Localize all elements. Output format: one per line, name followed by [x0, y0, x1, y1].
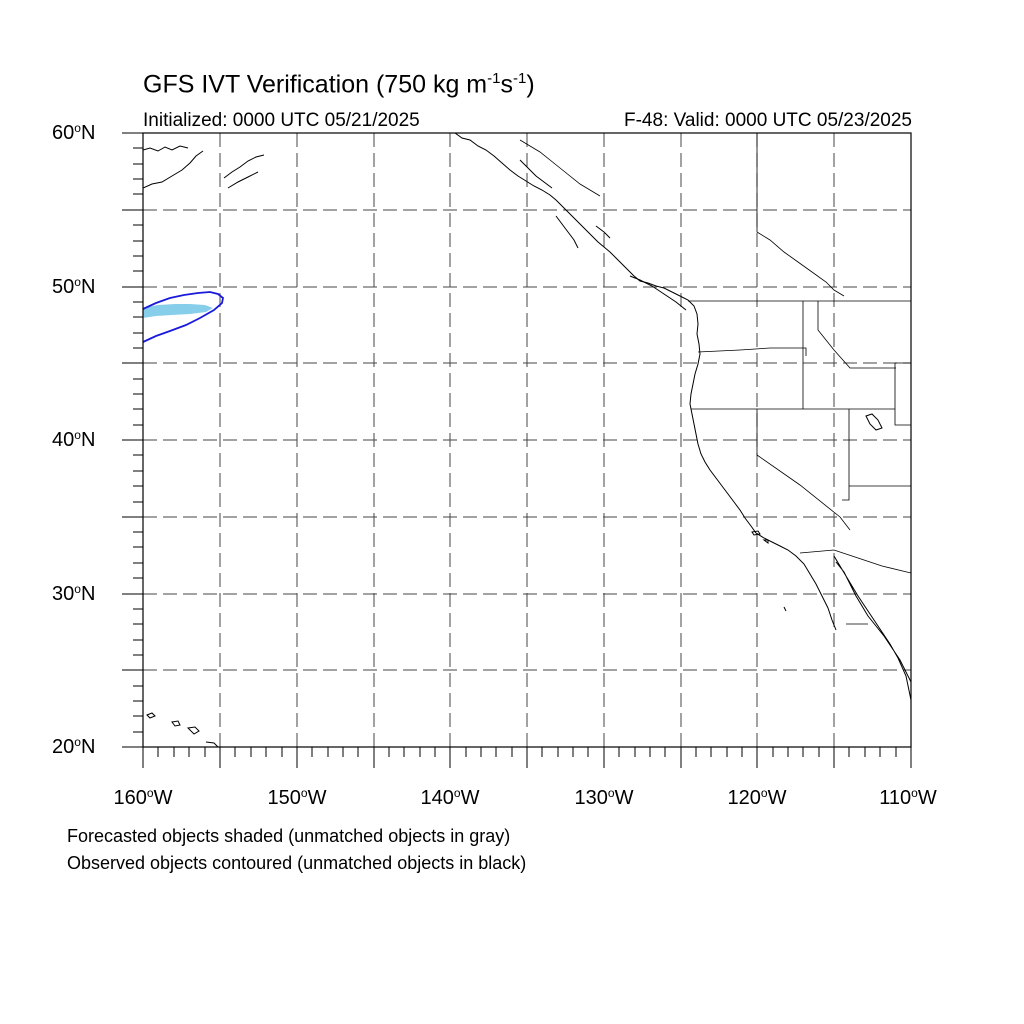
lat-label-50n: 50oN	[52, 275, 96, 298]
map-title: GFS IVT Verification (750 kg m-1s-1)	[143, 70, 535, 99]
lon-label-130w: 130oW	[574, 786, 634, 809]
lake-great-salt	[865, 413, 883, 431]
boundary-nv-ut	[842, 409, 850, 501]
coastline-north-america	[454, 133, 837, 631]
observed-object-contour	[142, 291, 224, 343]
boundary-us-mexico	[799, 549, 911, 574]
lat-label-30n: 30oN	[52, 582, 96, 605]
coastline-baja-sonora	[833, 555, 911, 701]
lon-label-140w: 140oW	[420, 786, 480, 809]
boundary-idaho	[802, 301, 896, 409]
lon-label-150w: 150oW	[267, 786, 327, 809]
caption-forecast: Forecasted objects shaded (unmatched obj…	[67, 826, 511, 846]
lon-label-160w: 160oW	[113, 786, 173, 809]
initialized-time: Initialized: 0000 UTC 05/21/2025	[143, 110, 420, 131]
boundary-wy	[894, 362, 911, 426]
islands-hawaii	[146, 712, 219, 747]
lat-label-40n: 40oN	[52, 428, 96, 451]
lat-label-60n: 60oN	[52, 121, 96, 144]
gridlines	[143, 133, 911, 747]
coastline-alaska-north	[143, 145, 265, 189]
coastline-alaska-panhandle	[519, 159, 611, 249]
boundary-wa-or	[697, 347, 807, 356]
axis-ticks	[122, 132, 912, 768]
forecast-object-shaded	[143, 304, 213, 318]
boundary-canada-us-alaska	[519, 133, 845, 297]
caption-observed: Observed objects contoured (unmatched ob…	[67, 853, 527, 873]
lat-label-20n: 20oN	[52, 735, 96, 758]
valid-time: F-48: Valid: 0000 UTC 05/23/2025	[624, 110, 912, 131]
islands-channel	[751, 530, 787, 612]
lon-label-110w: 110oW	[879, 786, 937, 809]
political-boundaries	[519, 133, 911, 625]
island-vancouver	[629, 275, 687, 311]
boundary-ca-nv	[756, 409, 851, 531]
lon-label-120w: 120oW	[727, 786, 787, 809]
